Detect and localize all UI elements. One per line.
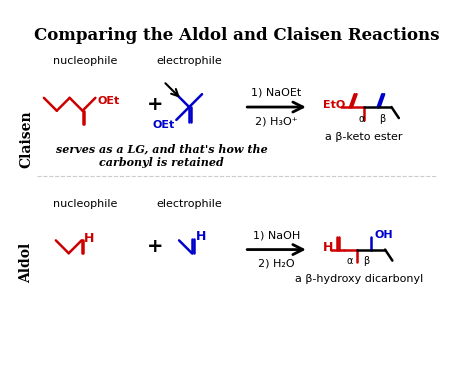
Text: Comparing the Aldol and Claisen Reactions: Comparing the Aldol and Claisen Reaction… — [34, 27, 440, 44]
Text: α: α — [347, 256, 353, 266]
Text: β: β — [379, 114, 385, 125]
Text: EtO: EtO — [322, 100, 345, 110]
Text: nucleophile: nucleophile — [53, 57, 118, 66]
Text: +: + — [147, 237, 164, 256]
Text: OH: OH — [374, 230, 392, 240]
Text: electrophile: electrophile — [156, 57, 222, 66]
Text: electrophile: electrophile — [156, 199, 222, 209]
Text: 2) H₂O: 2) H₂O — [258, 259, 295, 269]
Text: a β-hydroxy dicarbonyl: a β-hydroxy dicarbonyl — [295, 274, 423, 284]
Text: 1) NaOEt: 1) NaOEt — [251, 88, 301, 98]
Text: nucleophile: nucleophile — [53, 199, 118, 209]
Text: Aldol: Aldol — [19, 243, 34, 284]
Text: α: α — [359, 114, 365, 125]
Text: 2) H₃O⁺: 2) H₃O⁺ — [255, 116, 298, 126]
Text: OEt: OEt — [152, 120, 174, 130]
Text: H: H — [196, 230, 206, 243]
Text: +: + — [147, 95, 164, 114]
Text: H: H — [83, 232, 94, 245]
Text: serves as a LG, and that's how the
carbonyl is retained: serves as a LG, and that's how the carbo… — [56, 144, 267, 168]
Text: Claisen: Claisen — [19, 110, 34, 168]
Text: β: β — [364, 256, 370, 266]
Text: OEt: OEt — [97, 96, 119, 106]
Text: a β-keto ester: a β-keto ester — [325, 132, 402, 142]
Text: 1) NaOH: 1) NaOH — [253, 230, 300, 240]
Text: H: H — [322, 241, 333, 254]
